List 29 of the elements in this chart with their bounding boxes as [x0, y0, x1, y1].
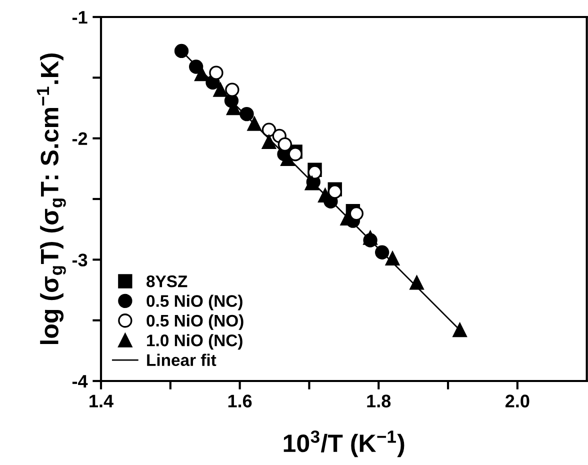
point [328, 184, 342, 199]
point [209, 66, 224, 80]
x-tick-label: 1.4 [90, 394, 114, 408]
y-tick-label: -4 [72, 375, 88, 388]
point [262, 134, 276, 150]
point [308, 165, 322, 180]
x-tick-label: 1.8 [367, 394, 391, 408]
legend-label: 1.0 NiO (NC) [147, 334, 242, 350]
point [410, 276, 424, 290]
y-tick-label: -2 [72, 132, 88, 145]
y-axis-title: log (σ$_{g}$T) (σ$_{g}$T: S.cm$^{−1}$.K) [36, 54, 66, 344]
y-tick-label: -3 [72, 254, 88, 266]
y-tick-label: -1 [72, 11, 88, 24]
point [225, 82, 240, 97]
x-axis-title: 10$^{3}$/T (K$^{−1}$) [284, 430, 404, 458]
point [363, 230, 378, 245]
point [375, 245, 390, 260]
point [174, 44, 189, 58]
x-tick-label: 2.0 [506, 394, 530, 408]
x-tick-label: 1.6 [228, 394, 252, 408]
point [349, 206, 364, 221]
point [278, 137, 292, 152]
legend-label: Linear fit [147, 354, 216, 366]
legend-label: 0.5 NiO (NC) [146, 294, 242, 310]
point [288, 147, 302, 162]
point [452, 322, 467, 338]
legend-label: 8YSZ [146, 275, 188, 288]
legend-label: 0.5 NiO (NO) [146, 314, 244, 330]
point [194, 66, 209, 82]
